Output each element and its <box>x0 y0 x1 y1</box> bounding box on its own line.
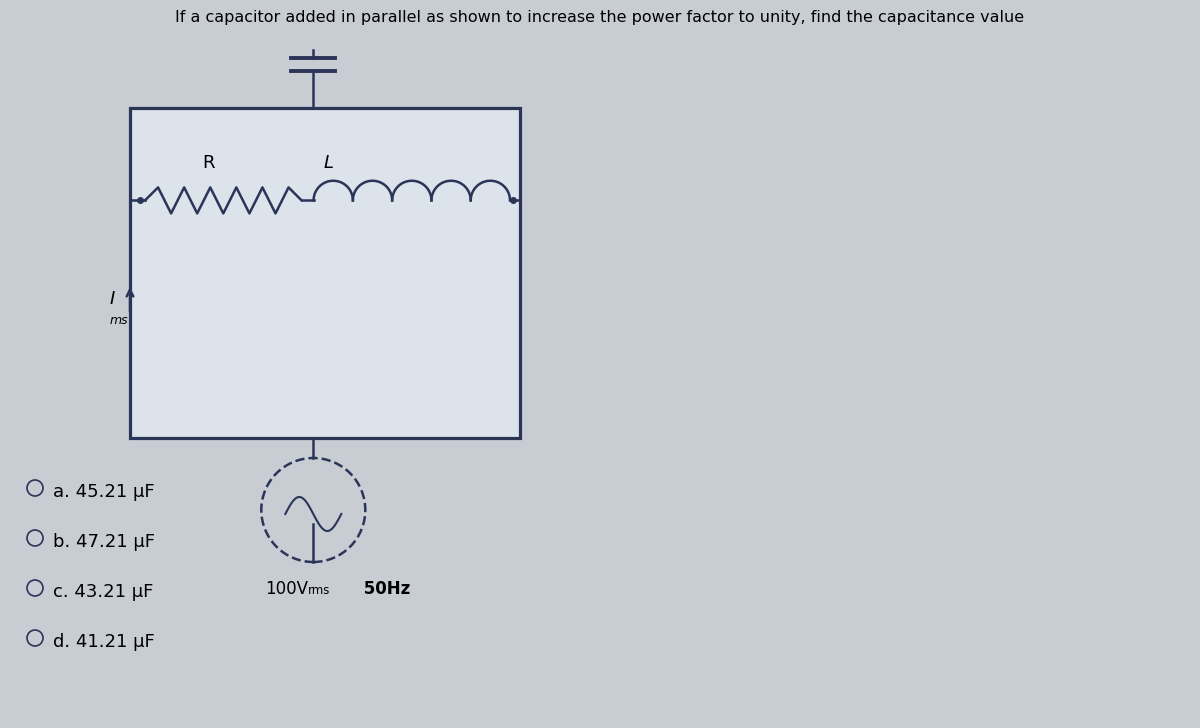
Text: c. 43.21 μF: c. 43.21 μF <box>53 583 154 601</box>
Text: 50Hz: 50Hz <box>359 580 410 598</box>
Text: If a capacitor added in parallel as shown to increase the power factor to unity,: If a capacitor added in parallel as show… <box>175 10 1025 25</box>
Text: d. 41.21 μF: d. 41.21 μF <box>53 633 155 651</box>
Text: rms: rms <box>308 584 331 597</box>
Bar <box>130 108 520 438</box>
Text: b. 47.21 μF: b. 47.21 μF <box>53 533 155 551</box>
Text: L: L <box>324 154 334 173</box>
Text: a. 45.21 μF: a. 45.21 μF <box>53 483 155 501</box>
Text: R: R <box>202 154 215 173</box>
Text: ms: ms <box>109 314 128 327</box>
Text: 100V: 100V <box>265 580 308 598</box>
Text: I: I <box>109 290 115 308</box>
